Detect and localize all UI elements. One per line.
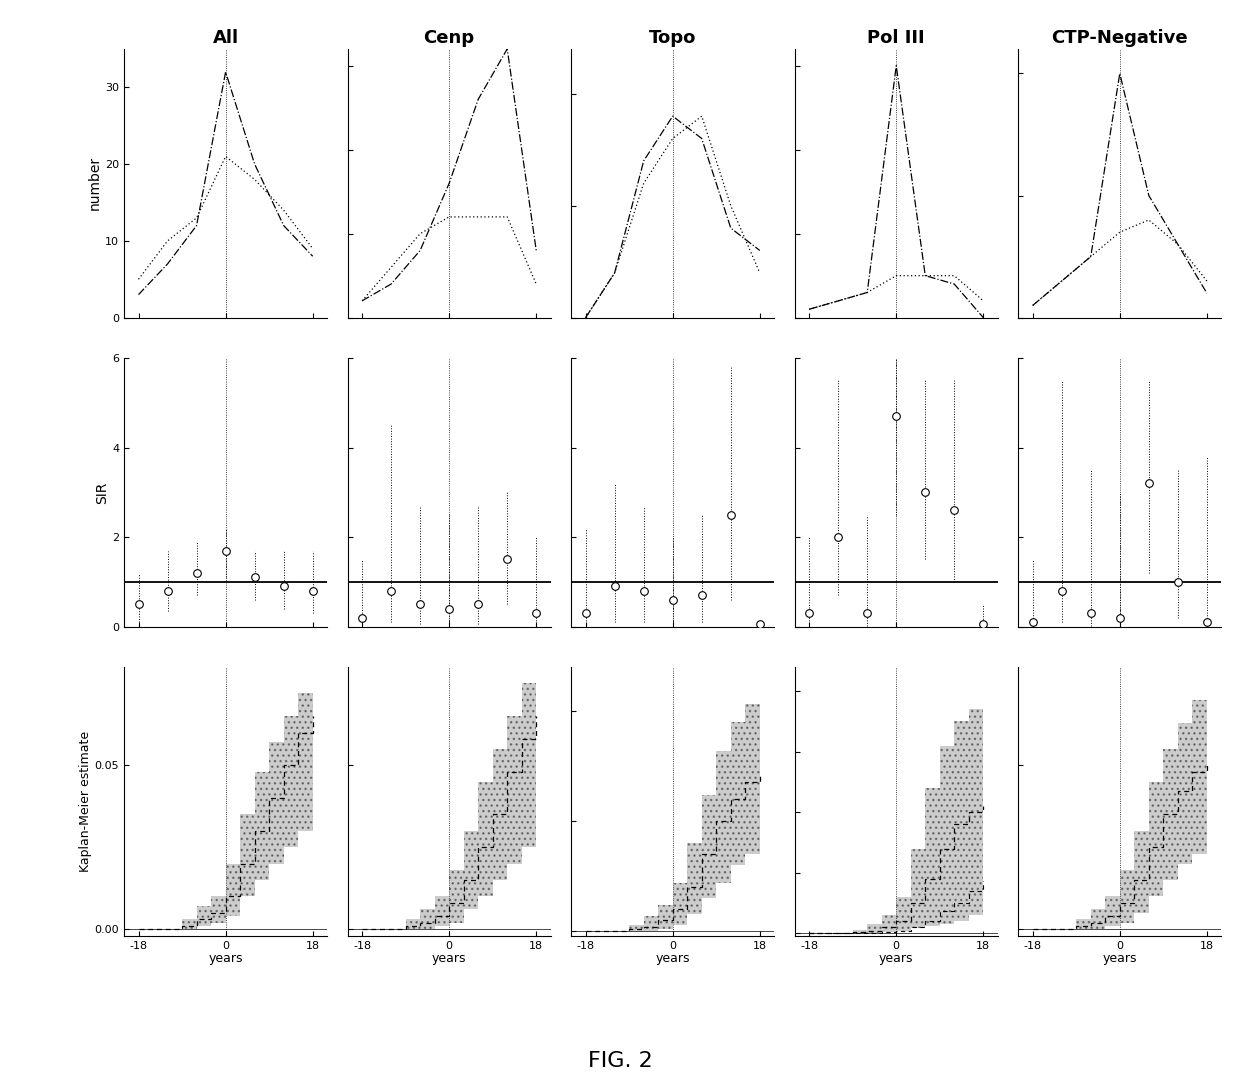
Y-axis label: Kaplan-Meier estimate: Kaplan-Meier estimate — [78, 731, 92, 871]
Y-axis label: number: number — [88, 157, 102, 210]
X-axis label: years: years — [879, 952, 914, 965]
Title: CTP-Negative: CTP-Negative — [1052, 29, 1188, 48]
X-axis label: years: years — [432, 952, 466, 965]
X-axis label: years: years — [656, 952, 689, 965]
Title: Cenp: Cenp — [424, 29, 475, 48]
Text: FIG. 2: FIG. 2 — [588, 1051, 652, 1071]
X-axis label: years: years — [1102, 952, 1137, 965]
Title: All: All — [212, 29, 238, 48]
Title: Topo: Topo — [649, 29, 697, 48]
Y-axis label: SIR: SIR — [95, 481, 109, 504]
X-axis label: years: years — [208, 952, 243, 965]
Title: Pol III: Pol III — [868, 29, 925, 48]
